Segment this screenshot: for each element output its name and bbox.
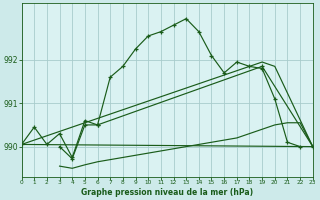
X-axis label: Graphe pression niveau de la mer (hPa): Graphe pression niveau de la mer (hPa) (81, 188, 253, 197)
